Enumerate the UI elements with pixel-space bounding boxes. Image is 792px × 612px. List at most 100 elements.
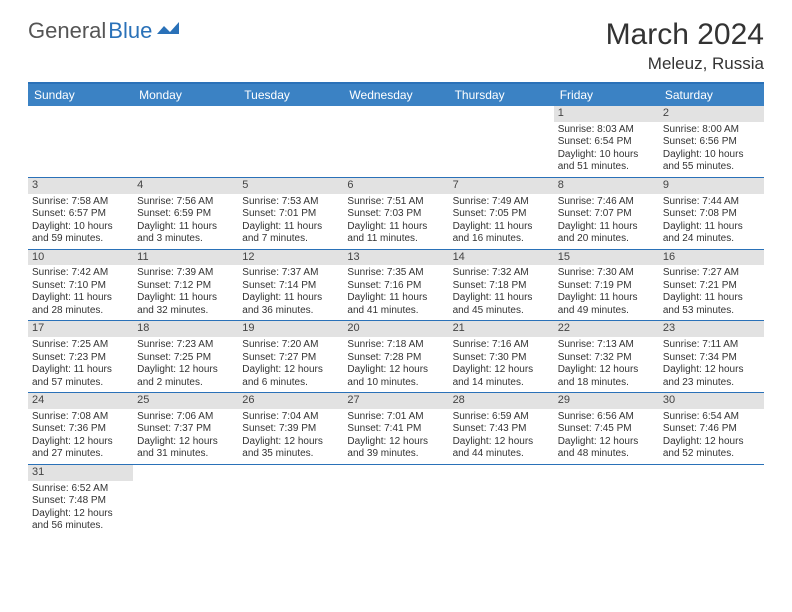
sunrise-text: Sunrise: 7:16 AM xyxy=(453,339,550,352)
day-cell: 2Sunrise: 8:00 AMSunset: 6:56 PMDaylight… xyxy=(659,106,764,177)
sunrise-text: Sunrise: 7:35 AM xyxy=(347,267,444,280)
sunset-text: Sunset: 7:08 PM xyxy=(663,208,760,221)
sunrise-text: Sunrise: 6:54 AM xyxy=(663,411,760,424)
daylight-text-1: Daylight: 11 hours xyxy=(663,221,760,234)
empty-cell xyxy=(343,106,448,177)
page-title: March 2024 xyxy=(606,18,764,52)
sunrise-text: Sunrise: 7:08 AM xyxy=(32,411,129,424)
sunset-text: Sunset: 6:56 PM xyxy=(663,136,760,149)
sunset-text: Sunset: 6:59 PM xyxy=(137,208,234,221)
daylight-text-1: Daylight: 12 hours xyxy=(453,436,550,449)
week-row: 24Sunrise: 7:08 AMSunset: 7:36 PMDayligh… xyxy=(28,393,764,465)
day-header-tuesday: Tuesday xyxy=(238,84,343,106)
day-cell: 26Sunrise: 7:04 AMSunset: 7:39 PMDayligh… xyxy=(238,393,343,464)
day-cell: 24Sunrise: 7:08 AMSunset: 7:36 PMDayligh… xyxy=(28,393,133,464)
day-number: 25 xyxy=(133,393,238,409)
sunset-text: Sunset: 7:14 PM xyxy=(242,280,339,293)
daylight-text-1: Daylight: 12 hours xyxy=(558,364,655,377)
daylight-text-2: and 3 minutes. xyxy=(137,233,234,246)
daylight-text-2: and 35 minutes. xyxy=(242,448,339,461)
day-number: 24 xyxy=(28,393,133,409)
sunrise-text: Sunrise: 7:58 AM xyxy=(32,196,129,209)
day-number: 5 xyxy=(238,178,343,194)
day-cell: 22Sunrise: 7:13 AMSunset: 7:32 PMDayligh… xyxy=(554,321,659,392)
sunrise-text: Sunrise: 7:42 AM xyxy=(32,267,129,280)
sunrise-text: Sunrise: 6:56 AM xyxy=(558,411,655,424)
sunrise-text: Sunrise: 7:25 AM xyxy=(32,339,129,352)
sunset-text: Sunset: 7:18 PM xyxy=(453,280,550,293)
sunset-text: Sunset: 7:27 PM xyxy=(242,352,339,365)
sunrise-text: Sunrise: 7:06 AM xyxy=(137,411,234,424)
sunset-text: Sunset: 6:57 PM xyxy=(32,208,129,221)
empty-cell xyxy=(133,106,238,177)
daylight-text-2: and 18 minutes. xyxy=(558,377,655,390)
sunrise-text: Sunrise: 7:51 AM xyxy=(347,196,444,209)
daylight-text-2: and 57 minutes. xyxy=(32,377,129,390)
sunset-text: Sunset: 7:12 PM xyxy=(137,280,234,293)
daylight-text-2: and 49 minutes. xyxy=(558,305,655,318)
sunrise-text: Sunrise: 7:20 AM xyxy=(242,339,339,352)
day-number: 16 xyxy=(659,250,764,266)
sunset-text: Sunset: 6:54 PM xyxy=(558,136,655,149)
day-number: 22 xyxy=(554,321,659,337)
header: GeneralBlue March 2024 Meleuz, Russia xyxy=(28,18,764,74)
day-cell: 4Sunrise: 7:56 AMSunset: 6:59 PMDaylight… xyxy=(133,178,238,249)
day-number: 31 xyxy=(28,465,133,481)
day-cell: 3Sunrise: 7:58 AMSunset: 6:57 PMDaylight… xyxy=(28,178,133,249)
daylight-text-2: and 41 minutes. xyxy=(347,305,444,318)
day-number: 1 xyxy=(554,106,659,122)
daylight-text-1: Daylight: 11 hours xyxy=(32,364,129,377)
sunrise-text: Sunrise: 7:30 AM xyxy=(558,267,655,280)
day-number: 30 xyxy=(659,393,764,409)
daylight-text-1: Daylight: 10 hours xyxy=(663,149,760,162)
daylight-text-2: and 56 minutes. xyxy=(32,520,129,533)
day-cell: 17Sunrise: 7:25 AMSunset: 7:23 PMDayligh… xyxy=(28,321,133,392)
day-number: 19 xyxy=(238,321,343,337)
sunset-text: Sunset: 7:34 PM xyxy=(663,352,760,365)
empty-cell xyxy=(449,465,554,536)
day-cell: 30Sunrise: 6:54 AMSunset: 7:46 PMDayligh… xyxy=(659,393,764,464)
daylight-text-2: and 31 minutes. xyxy=(137,448,234,461)
sunrise-text: Sunrise: 6:59 AM xyxy=(453,411,550,424)
day-number: 23 xyxy=(659,321,764,337)
day-cell: 23Sunrise: 7:11 AMSunset: 7:34 PMDayligh… xyxy=(659,321,764,392)
day-number: 28 xyxy=(449,393,554,409)
day-cell: 6Sunrise: 7:51 AMSunset: 7:03 PMDaylight… xyxy=(343,178,448,249)
daylight-text-1: Daylight: 11 hours xyxy=(663,292,760,305)
calendar: SundayMondayTuesdayWednesdayThursdayFrid… xyxy=(28,82,764,536)
daylight-text-2: and 6 minutes. xyxy=(242,377,339,390)
day-cell: 25Sunrise: 7:06 AMSunset: 7:37 PMDayligh… xyxy=(133,393,238,464)
sunset-text: Sunset: 7:37 PM xyxy=(137,423,234,436)
day-cell: 5Sunrise: 7:53 AMSunset: 7:01 PMDaylight… xyxy=(238,178,343,249)
sunset-text: Sunset: 7:19 PM xyxy=(558,280,655,293)
empty-cell xyxy=(343,465,448,536)
week-row: 1Sunrise: 8:03 AMSunset: 6:54 PMDaylight… xyxy=(28,106,764,178)
sunset-text: Sunset: 7:41 PM xyxy=(347,423,444,436)
week-row: 31Sunrise: 6:52 AMSunset: 7:48 PMDayligh… xyxy=(28,465,764,536)
calendar-body: 1Sunrise: 8:03 AMSunset: 6:54 PMDaylight… xyxy=(28,106,764,536)
flag-icon xyxy=(157,20,183,43)
day-cell: 29Sunrise: 6:56 AMSunset: 7:45 PMDayligh… xyxy=(554,393,659,464)
daylight-text-2: and 32 minutes. xyxy=(137,305,234,318)
daylight-text-2: and 28 minutes. xyxy=(32,305,129,318)
daylight-text-1: Daylight: 12 hours xyxy=(242,364,339,377)
daylight-text-1: Daylight: 12 hours xyxy=(137,364,234,377)
sunrise-text: Sunrise: 7:01 AM xyxy=(347,411,444,424)
daylight-text-2: and 59 minutes. xyxy=(32,233,129,246)
sunrise-text: Sunrise: 7:39 AM xyxy=(137,267,234,280)
day-header-saturday: Saturday xyxy=(659,84,764,106)
day-number: 3 xyxy=(28,178,133,194)
day-number: 7 xyxy=(449,178,554,194)
daylight-text-2: and 45 minutes. xyxy=(453,305,550,318)
daylight-text-1: Daylight: 11 hours xyxy=(558,292,655,305)
daylight-text-1: Daylight: 11 hours xyxy=(137,292,234,305)
day-cell: 13Sunrise: 7:35 AMSunset: 7:16 PMDayligh… xyxy=(343,250,448,321)
daylight-text-1: Daylight: 12 hours xyxy=(242,436,339,449)
week-row: 17Sunrise: 7:25 AMSunset: 7:23 PMDayligh… xyxy=(28,321,764,393)
logo-text-general: General xyxy=(28,18,106,44)
daylight-text-2: and 2 minutes. xyxy=(137,377,234,390)
daylight-text-2: and 52 minutes. xyxy=(663,448,760,461)
day-cell: 18Sunrise: 7:23 AMSunset: 7:25 PMDayligh… xyxy=(133,321,238,392)
daylight-text-1: Daylight: 12 hours xyxy=(32,508,129,521)
sunrise-text: Sunrise: 7:56 AM xyxy=(137,196,234,209)
